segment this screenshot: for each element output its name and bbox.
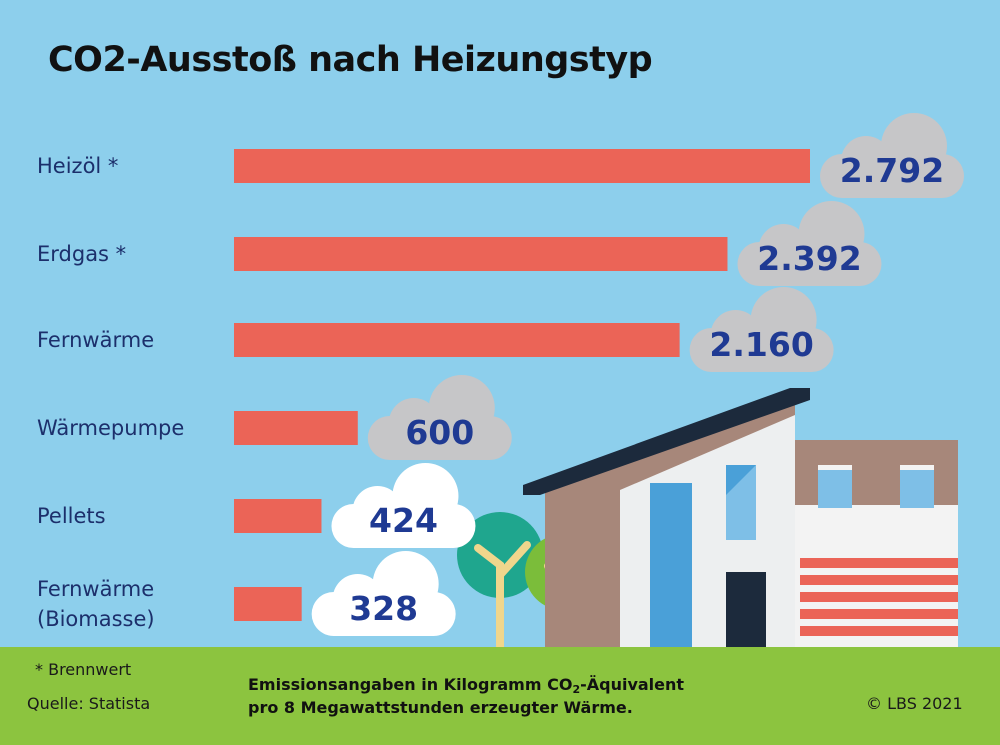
category-label-4: Wärmepumpe	[37, 413, 184, 443]
bars-layer	[234, 149, 810, 621]
category-label-line: Wärmepumpe	[37, 416, 185, 440]
footnote-brennwert: * Brennwert	[35, 660, 132, 679]
category-label-line: Fernwärme	[37, 577, 155, 601]
value-label-3: 2.160	[709, 325, 813, 364]
footer-ground	[0, 647, 1000, 745]
category-label-line: Pellets	[37, 504, 106, 528]
category-label-line: Fernwärme	[37, 328, 155, 352]
bar-6	[234, 587, 302, 621]
category-label-line: Erdgas *	[37, 242, 127, 266]
bar-1	[234, 149, 810, 183]
unit-subscript: 2	[572, 683, 581, 696]
value-label-1: 2.792	[840, 151, 944, 190]
bar-3	[234, 323, 680, 357]
value-cloud-3: 2.160	[689, 287, 834, 372]
category-label-2: Erdgas *	[37, 239, 126, 269]
category-label-5: Pellets	[37, 501, 106, 531]
value-cloud-4: 600	[367, 375, 512, 460]
unit-line-2: pro 8 Megawattstunden erzeugter Wärme.	[248, 698, 633, 717]
source-note: Quelle: Statista	[27, 694, 151, 713]
value-cloud-1: 2.792	[820, 113, 964, 198]
value-cloud-6: 328	[311, 551, 456, 636]
category-label-line: Heizöl *	[37, 154, 119, 178]
bar-4	[234, 411, 358, 445]
house-illustration	[523, 388, 958, 650]
category-label-3: Fernwärme	[37, 325, 154, 355]
value-label-4: 600	[405, 413, 474, 452]
value-label-2: 2.392	[757, 239, 861, 278]
category-label-line: (Biomasse)	[37, 607, 155, 631]
category-label-6: Fernwärme (Biomasse)	[37, 574, 155, 634]
value-label-5: 424	[369, 501, 438, 540]
unit-line-1-part-1: Emissionsangaben in Kilogramm CO	[248, 675, 573, 694]
category-label-1: Heizöl *	[37, 151, 118, 181]
bar-5	[234, 499, 322, 533]
chart-title: CO2-Ausstoß nach Heizungstyp	[48, 40, 653, 80]
value-labels-layer: 2.792 2.392 2.160 600 424 328	[311, 113, 964, 636]
value-label-6: 328	[349, 589, 418, 628]
unit-line-1-part-2: -Äquivalent	[580, 675, 685, 694]
bar-2	[234, 237, 728, 271]
value-cloud-5: 424	[331, 463, 476, 548]
unit-description: Emissionsangaben in Kilogramm CO2-Äquiva…	[248, 673, 684, 719]
copyright: © LBS 2021	[866, 694, 963, 713]
value-cloud-2: 2.392	[737, 201, 882, 286]
unit-line-1: Emissionsangaben in Kilogramm CO2-Äquiva…	[248, 673, 684, 696]
